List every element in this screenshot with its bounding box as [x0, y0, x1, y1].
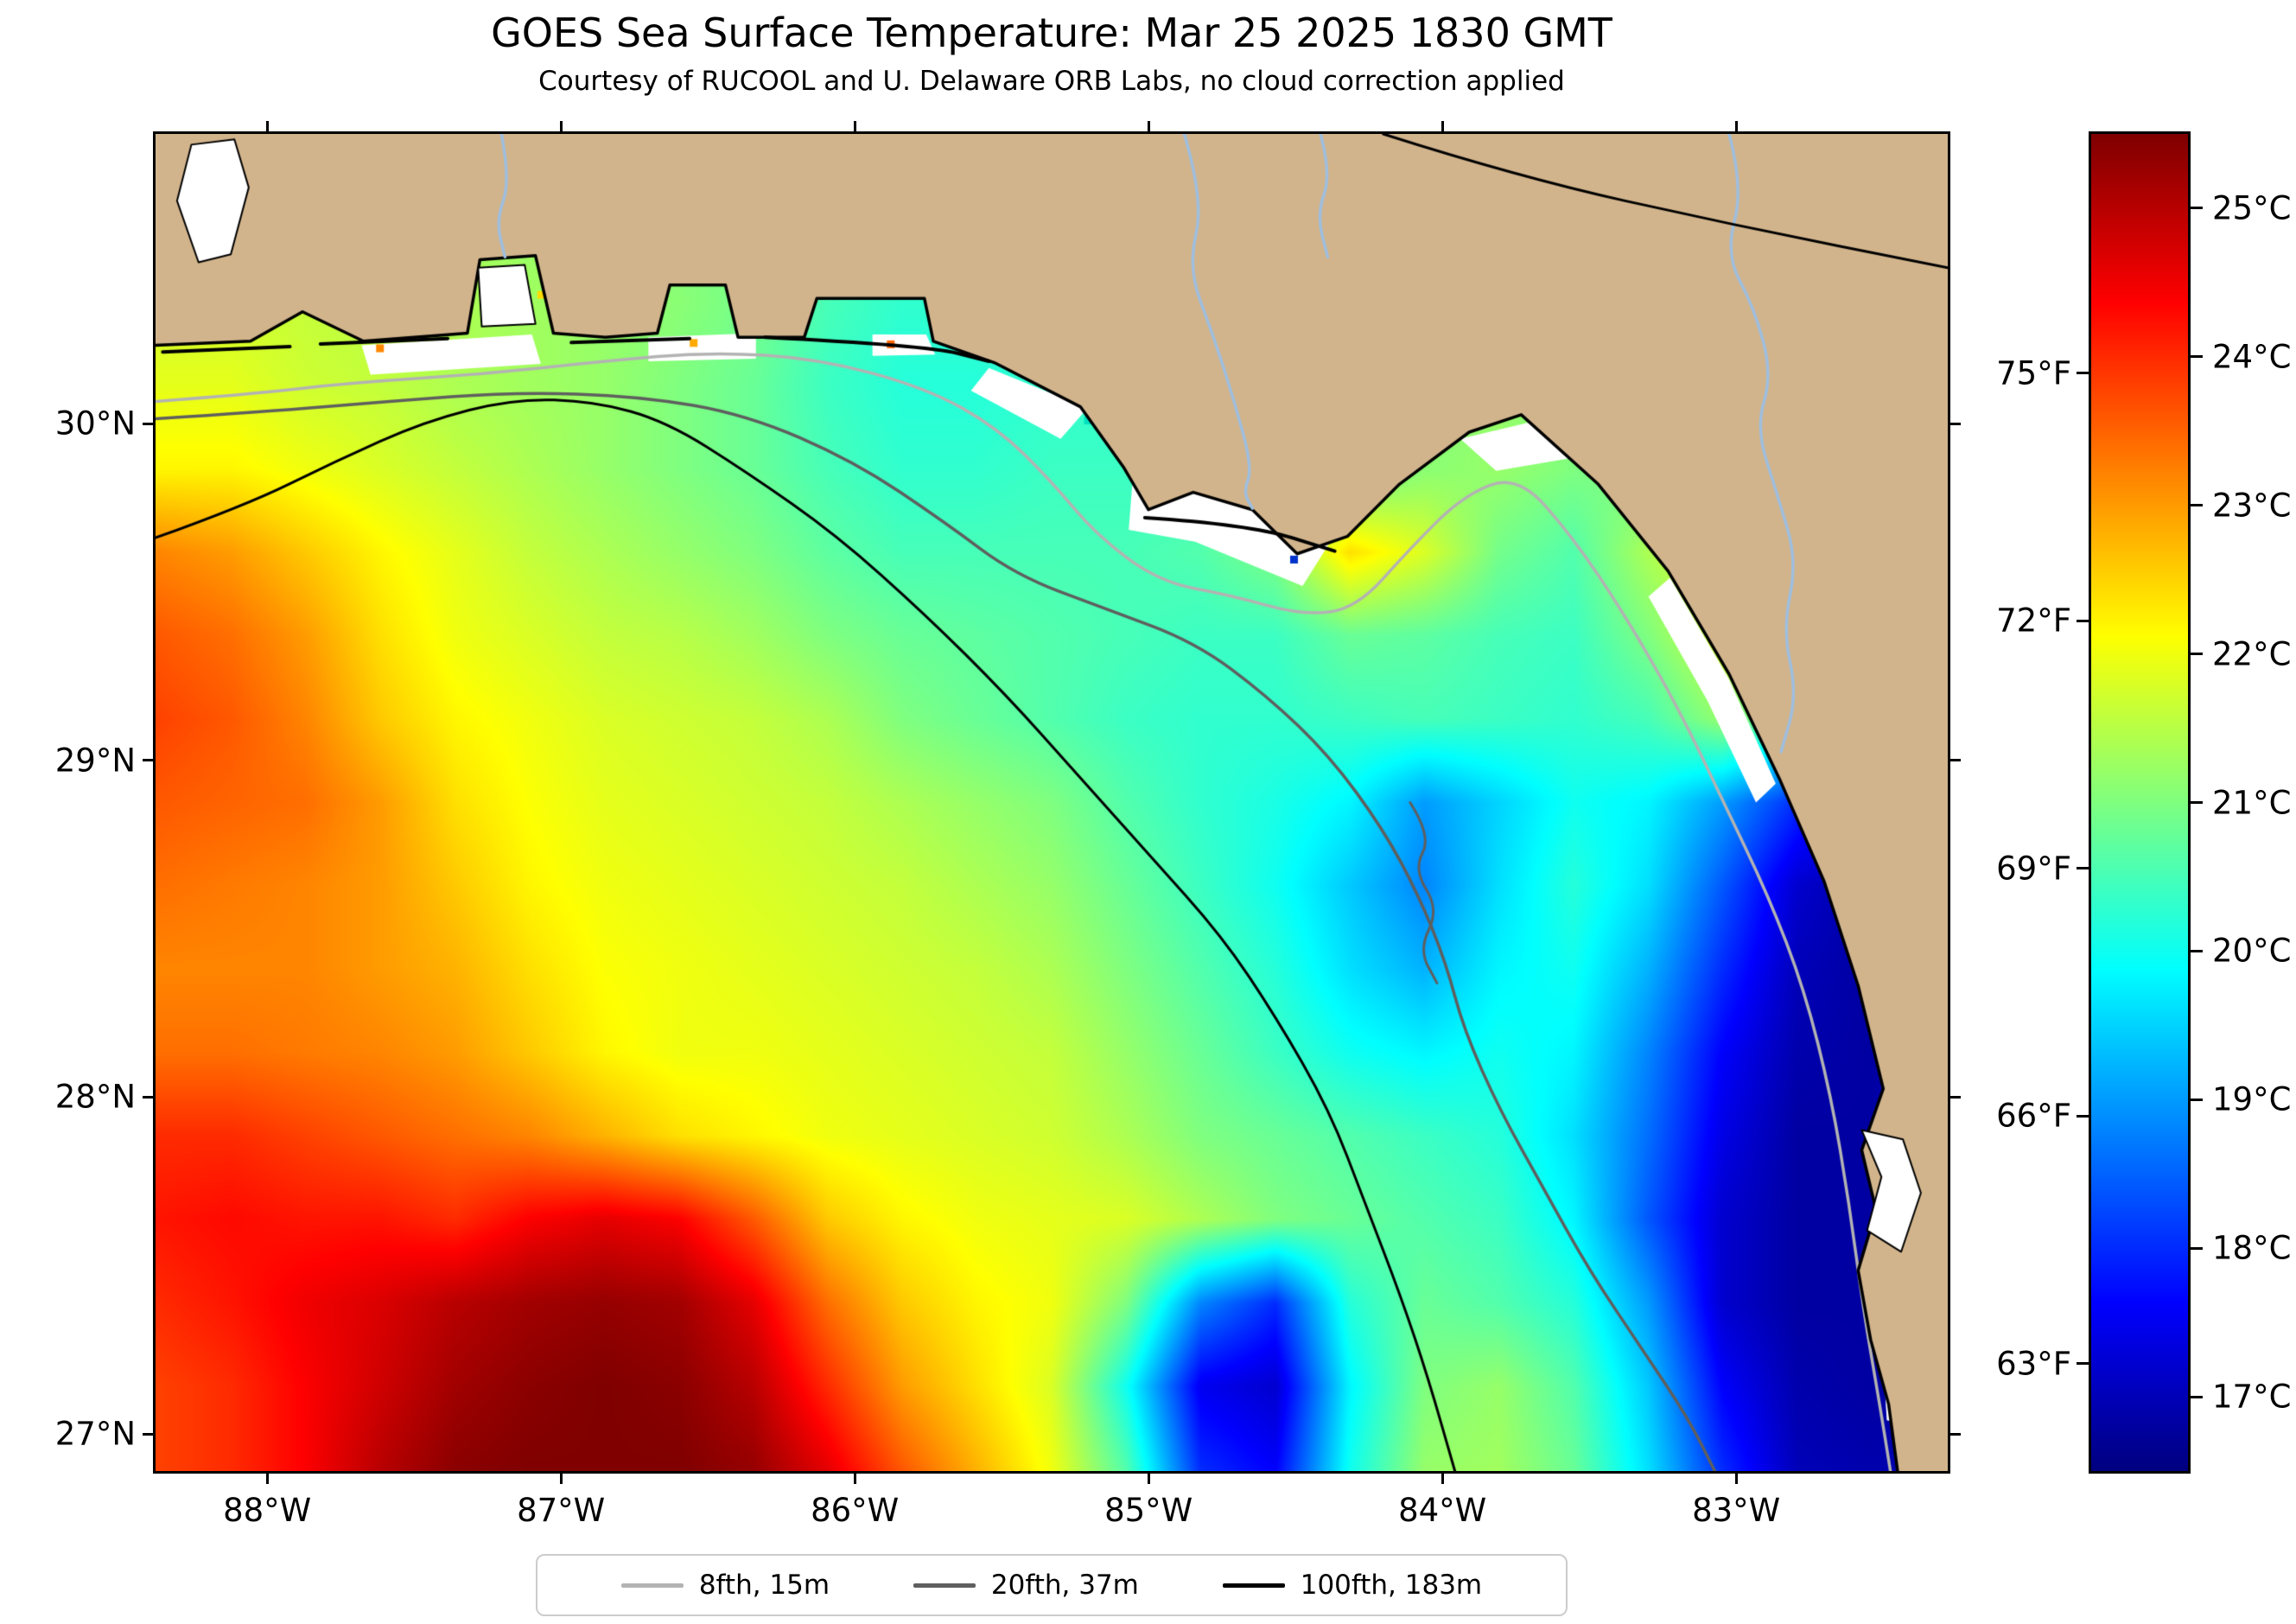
legend-label-20fth: 20fth, 37m	[990, 1570, 1139, 1601]
colorbar-label-celsius: 25°C	[2212, 189, 2292, 227]
legend-line-20fth-swatch	[913, 1583, 976, 1588]
x-tick-label: 85°W	[1104, 1492, 1193, 1529]
x-tick-mark-top	[1734, 121, 1738, 131]
x-tick-mark-bottom	[1734, 1474, 1738, 1484]
colorbar-label-fahrenheit: 69°F	[1996, 850, 2071, 888]
x-tick-mark-top	[559, 121, 563, 131]
colorbar-label-fahrenheit: 72°F	[1996, 602, 2071, 640]
colorbar-tick-celsius	[2191, 504, 2203, 507]
colorbar-label-celsius: 22°C	[2212, 635, 2292, 673]
x-tick-mark-bottom	[1441, 1474, 1444, 1484]
x-tick-label: 83°W	[1692, 1492, 1781, 1529]
y-tick-label: 27°N	[54, 1415, 136, 1453]
colorbar-label-celsius: 19°C	[2212, 1080, 2292, 1118]
x-tick-mark-top	[853, 121, 856, 131]
sst-map-canvas	[156, 134, 1948, 1471]
y-tick-mark-left	[143, 1095, 153, 1099]
y-tick-label: 28°N	[54, 1078, 136, 1116]
colorbar-label-fahrenheit: 63°F	[1996, 1345, 2071, 1383]
x-tick-label: 84°W	[1398, 1492, 1487, 1529]
colorbar-label-fahrenheit: 75°F	[1996, 354, 2071, 392]
colorbar-label-celsius: 21°C	[2212, 784, 2292, 821]
y-tick-mark-left	[143, 1432, 153, 1436]
x-tick-mark-bottom	[559, 1474, 563, 1484]
y-tick-mark-right	[1950, 1432, 1961, 1436]
x-tick-mark-top	[1441, 121, 1444, 131]
y-tick-label: 29°N	[54, 742, 136, 780]
colorbar-label-celsius: 20°C	[2212, 932, 2292, 970]
colorbar-tick-fahrenheit	[2077, 867, 2089, 870]
y-tick-mark-left	[143, 759, 153, 762]
figure-subtitle: Courtesy of RUCOOL and U. Delaware ORB L…	[538, 66, 1565, 97]
x-tick-mark-bottom	[1147, 1474, 1150, 1484]
y-tick-mark-right	[1950, 422, 1961, 425]
y-tick-label: 30°N	[54, 404, 136, 443]
legend-label-100fth: 100fth, 183m	[1300, 1570, 1483, 1601]
legend-line-8fth-swatch	[620, 1583, 684, 1588]
legend-item-20fth: 20fth, 37m	[913, 1570, 1139, 1601]
y-tick-mark-right	[1950, 759, 1961, 762]
figure-title: GOES Sea Surface Temperature: Mar 25 202…	[491, 10, 1612, 56]
colorbar-label-celsius: 18°C	[2212, 1229, 2292, 1267]
colorbar-tick-celsius	[2191, 949, 2203, 952]
colorbar-tick-celsius	[2191, 1098, 2203, 1101]
colorbar-tick-celsius	[2191, 207, 2203, 210]
y-tick-mark-left	[143, 422, 153, 425]
contour-legend: 8fth, 15m 20fth, 37m 100fth, 183m	[536, 1554, 1568, 1616]
legend-item-100fth: 100fth, 183m	[1222, 1570, 1483, 1601]
colorbar-tick-celsius	[2191, 801, 2203, 804]
y-tick-mark-right	[1950, 1095, 1961, 1099]
colorbar-label-celsius: 17°C	[2212, 1378, 2292, 1416]
x-tick-mark-bottom	[265, 1474, 269, 1484]
colorbar-label-fahrenheit: 66°F	[1996, 1097, 2071, 1135]
colorbar-tick-celsius	[2191, 1246, 2203, 1250]
colorbar-tick-celsius	[2191, 355, 2203, 359]
colorbar-label-celsius: 24°C	[2212, 338, 2292, 376]
colorbar-tick-celsius	[2191, 653, 2203, 656]
colorbar-tick-fahrenheit	[2077, 1114, 2089, 1118]
x-tick-mark-top	[1147, 121, 1150, 131]
x-tick-label: 86°W	[811, 1492, 900, 1529]
x-tick-label: 87°W	[517, 1492, 606, 1529]
colorbar-tick-fahrenheit	[2077, 1362, 2089, 1366]
colorbar-tick-fahrenheit	[2077, 372, 2089, 375]
legend-label-8fth: 8fth, 15m	[698, 1570, 830, 1601]
x-tick-label: 88°W	[223, 1492, 312, 1529]
legend-line-100fth-swatch	[1222, 1583, 1285, 1588]
colorbar-canvas	[2091, 134, 2188, 1471]
colorbar-label-celsius: 23°C	[2212, 487, 2292, 525]
colorbar-tick-celsius	[2191, 1395, 2203, 1398]
colorbar-tick-fahrenheit	[2077, 619, 2089, 622]
x-tick-mark-top	[265, 121, 269, 131]
x-tick-mark-bottom	[853, 1474, 856, 1484]
legend-item-8fth: 8fth, 15m	[620, 1570, 830, 1601]
